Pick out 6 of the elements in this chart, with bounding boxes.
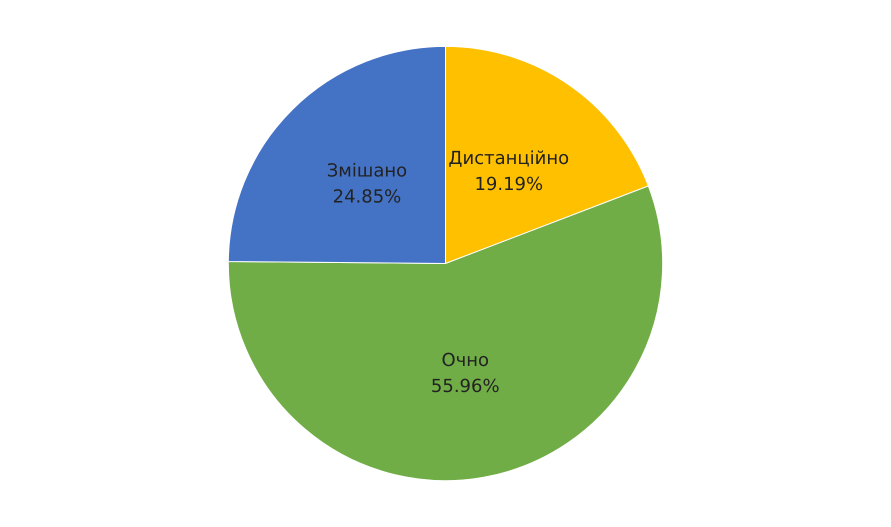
- slice-label: Очно: [441, 350, 490, 371]
- slice-label: Змішано: [326, 160, 408, 182]
- data-label: 24.85%: [332, 186, 402, 208]
- data-label: 55.96%: [430, 376, 500, 397]
- data-label: 19.19%: [474, 174, 544, 196]
- slice-label: Дистанційно: [448, 148, 570, 170]
